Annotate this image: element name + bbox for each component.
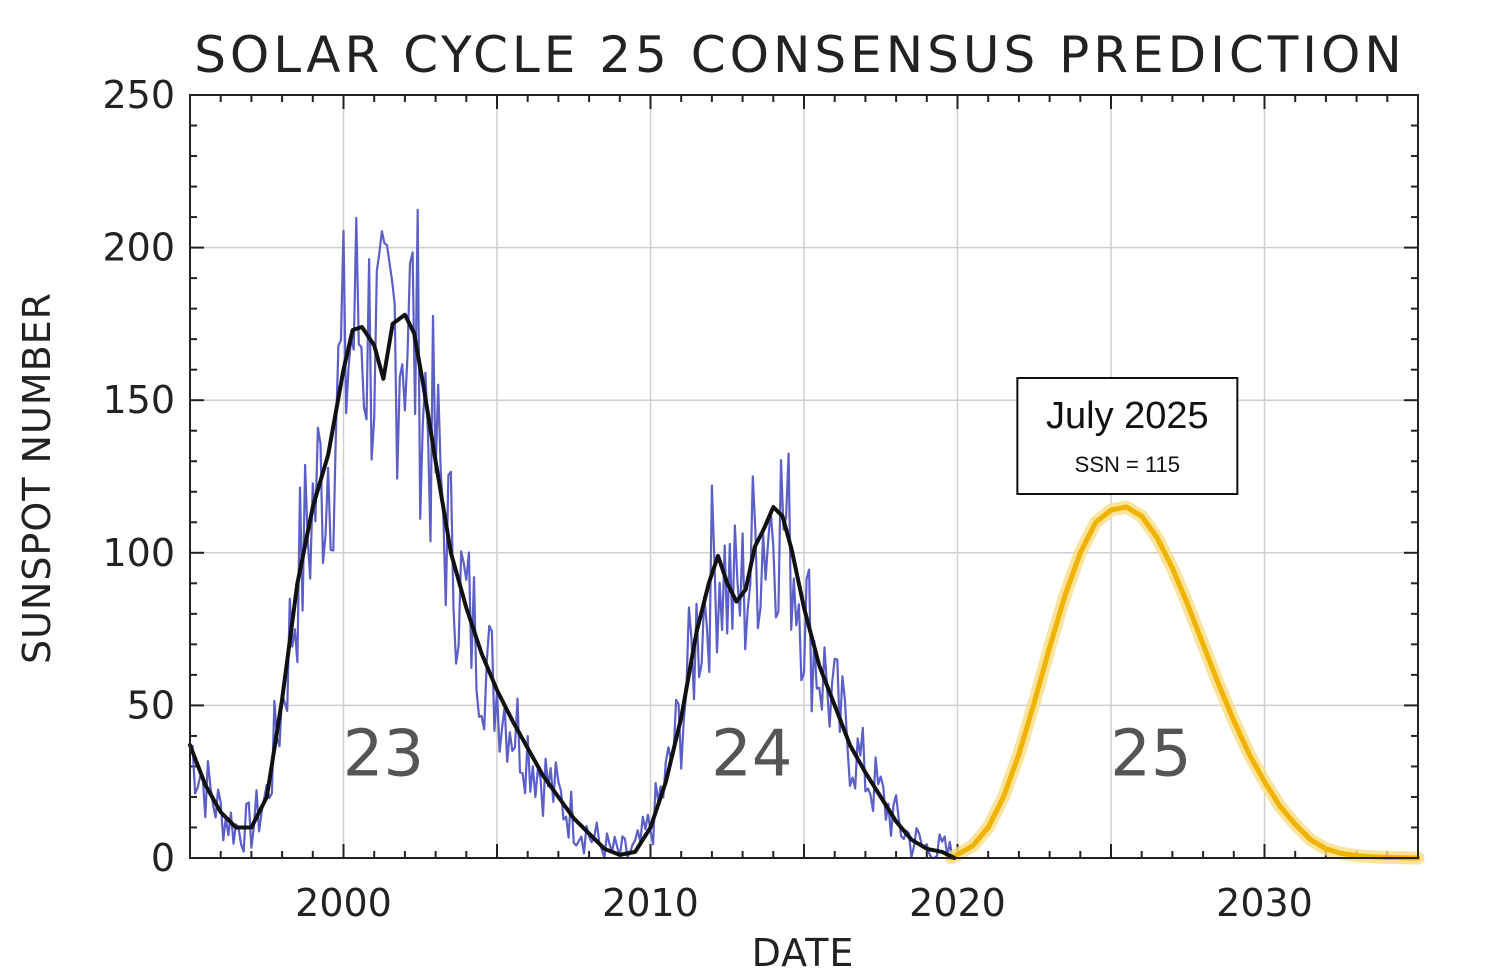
monthly-ssn-line (189, 208, 954, 860)
y-tick-label: 200 (102, 226, 175, 270)
monthly-ssn-series (189, 208, 954, 860)
x-tick-label: 2030 (1216, 881, 1313, 925)
y-tick-label: 0 (151, 836, 175, 880)
y-tick-labels: 0 50 100 150 200 250 (102, 73, 175, 880)
plot-frame (189, 94, 1419, 859)
prediction-line (948, 504, 1421, 861)
peak-annotation: July 2025 SSN = 115 (1016, 377, 1239, 495)
x-tick-label: 2010 (602, 881, 699, 925)
y-tick-label: 50 (127, 683, 175, 727)
annotation-box (1016, 377, 1239, 495)
annotation-subtitle: SSN = 115 (1075, 452, 1180, 477)
cycle-label: 23 (343, 718, 424, 792)
smoothed-ssn-line (188, 312, 957, 860)
x-axis-label: DATE (752, 931, 855, 975)
x-tick-label: 2020 (909, 881, 1006, 925)
cycle-label: 25 (1110, 718, 1191, 792)
y-tick-label: 100 (102, 531, 175, 575)
x-tick-labels: 2000 2010 2020 2030 (295, 881, 1313, 925)
x-tick-label: 2000 (295, 881, 392, 925)
annotation-title: July 2025 (1046, 395, 1209, 437)
cycle-labels: 23 24 25 (343, 718, 1192, 792)
cycle-label: 24 (711, 718, 792, 792)
chart-title: SOLAR CYCLE 25 CONSENSUS PREDICTION (194, 26, 1406, 84)
y-axis-label: SUNSPOT NUMBER (15, 292, 59, 664)
prediction-glow (944, 500, 1425, 865)
y-tick-label: 250 (102, 73, 175, 117)
series-group (188, 312, 1425, 865)
y-tick-label: 150 (102, 378, 175, 422)
